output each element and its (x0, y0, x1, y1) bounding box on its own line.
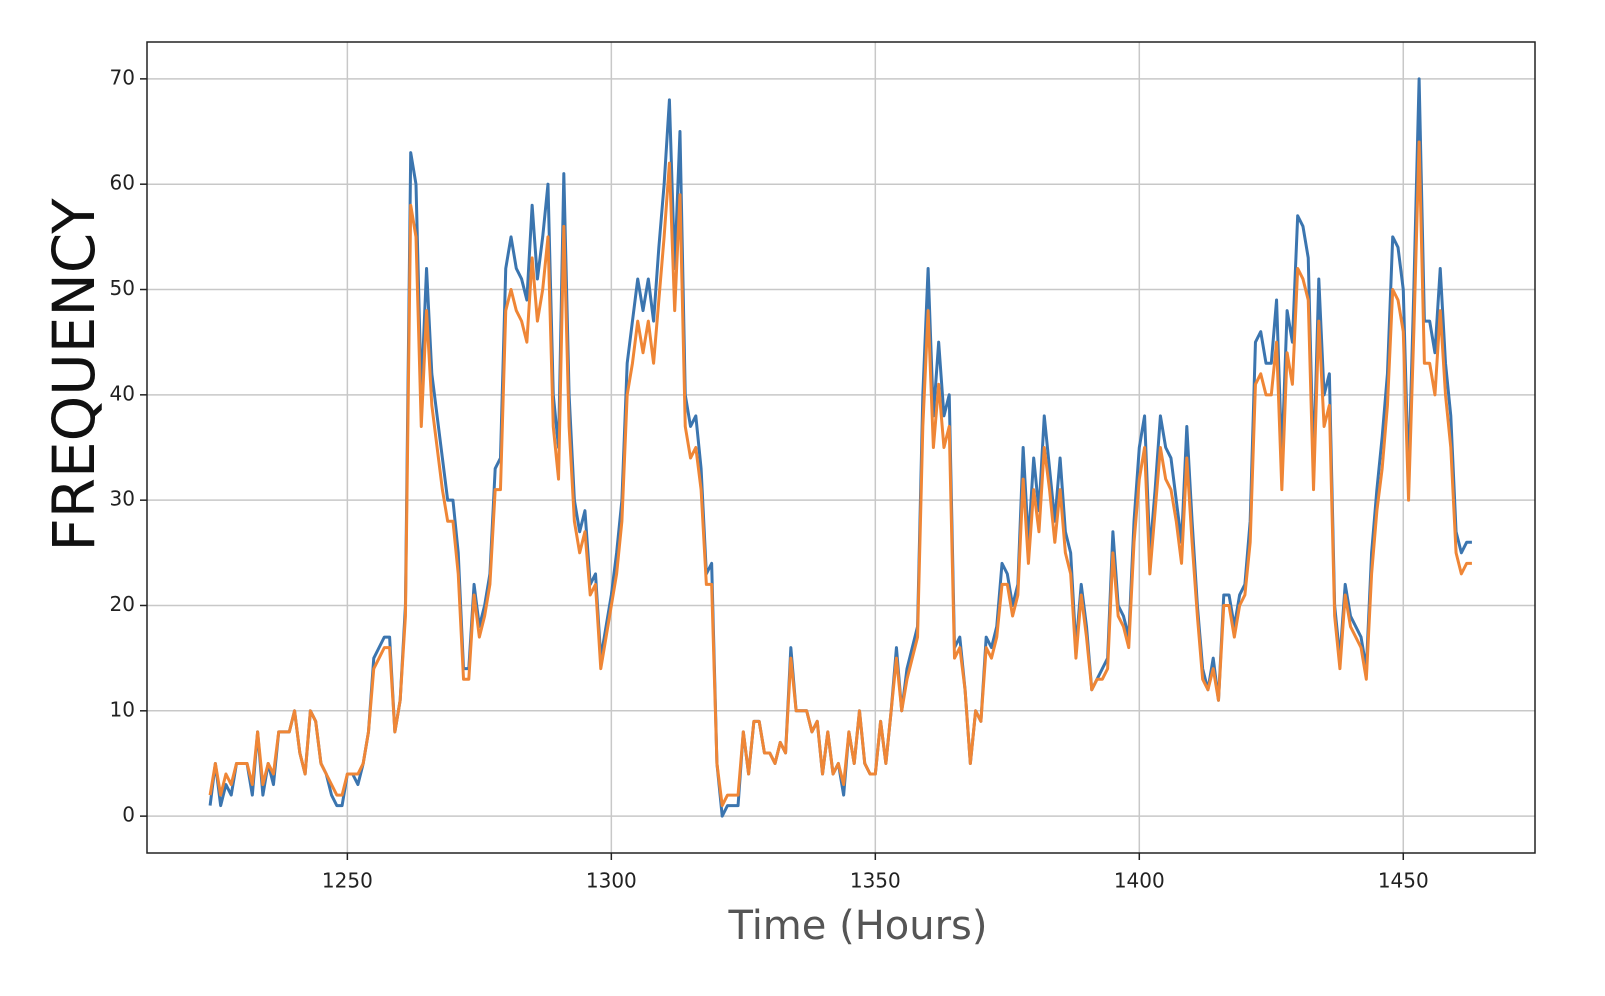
x-tick-label: 1250 (322, 869, 373, 893)
x-tick-label: 1400 (1114, 869, 1165, 893)
y-tick-label: 30 (110, 487, 135, 511)
x-axis-label: Time (Hours) (727, 903, 987, 949)
y-tick-label: 50 (110, 276, 135, 300)
y-tick-label: 40 (110, 381, 135, 405)
plot-frame (146, 41, 1536, 854)
x-tick-label: 1300 (586, 869, 637, 893)
x-tick-label: 1350 (850, 869, 901, 893)
x-tick-label: 1450 (1378, 869, 1429, 893)
y-axis-label: FREQUENCY (40, 198, 108, 552)
y-tick-label: 20 (110, 592, 135, 616)
y-tick-label: 0 (122, 803, 135, 827)
y-tick-label: 60 (110, 171, 135, 195)
y-tick-label: 70 (110, 65, 135, 89)
y-tick-label: 10 (110, 697, 135, 721)
data-line (208, 140, 1472, 808)
